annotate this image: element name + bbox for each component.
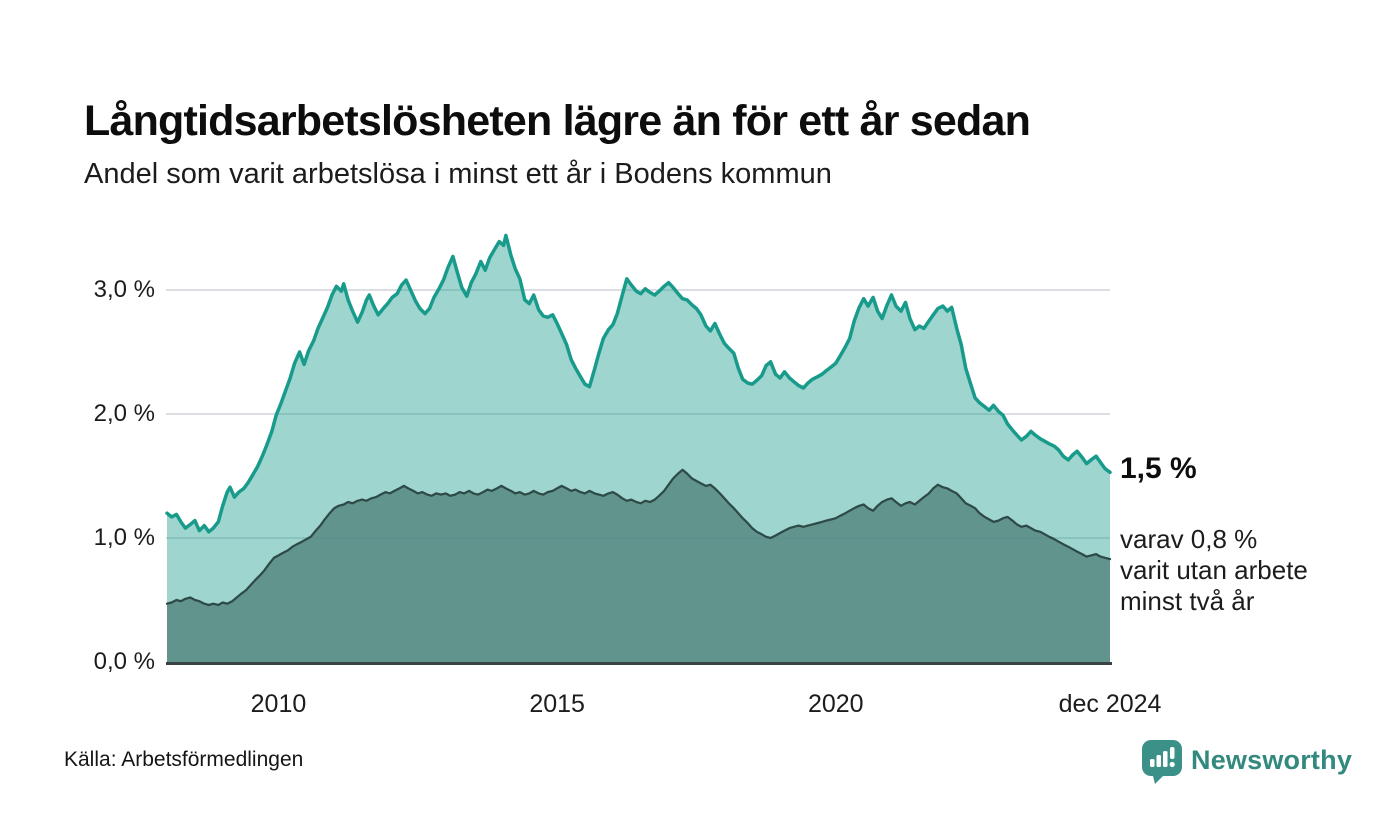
- annotation-line: minst två år: [1120, 586, 1255, 616]
- series-sub-annotation: varav 0,8 % varit utan arbete minst två …: [1120, 524, 1400, 617]
- y-tick-label: 3,0 %: [93, 276, 155, 303]
- page-title: Långtidsarbetslösheten lägre än för ett …: [84, 96, 1031, 145]
- page-subtitle: Andel som varit arbetslösa i minst ett å…: [84, 158, 832, 190]
- x-tick-label: 2010: [250, 690, 307, 718]
- y-tick-label: 1,0 %: [93, 524, 155, 551]
- series-end-value-label: 1,5 %: [1120, 452, 1197, 485]
- newsworthy-wordmark: Newsworthy: [1191, 745, 1353, 775]
- x-tick-label: dec 2024: [1058, 690, 1162, 718]
- newsworthy-icon: [1142, 740, 1182, 784]
- newsworthy-logo: Newsworthy: [1142, 740, 1352, 784]
- y-tick-label: 0,0 %: [93, 648, 155, 675]
- x-tick-label: 2015: [529, 690, 585, 718]
- annotation-line: varit utan arbete: [1120, 555, 1308, 585]
- y-tick-label: 2,0 %: [93, 400, 155, 427]
- x-tick-label: 2020: [807, 690, 864, 718]
- source-note: Källa: Arbetsförmedlingen: [64, 748, 304, 771]
- annotation-line: varav 0,8 %: [1120, 524, 1258, 554]
